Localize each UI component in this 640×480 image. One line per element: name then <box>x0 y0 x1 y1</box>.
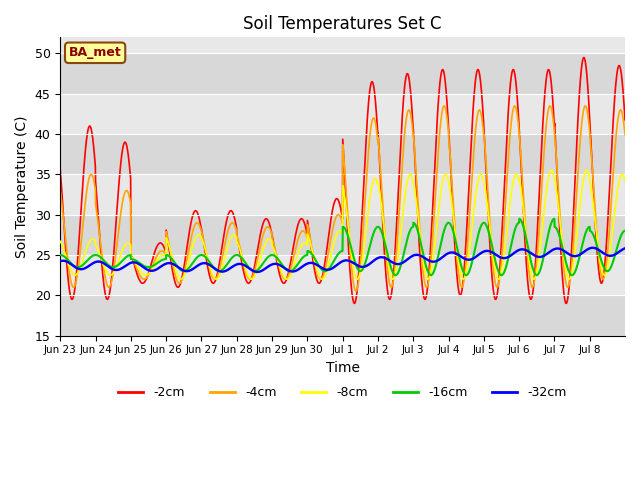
Bar <box>60 53 625 94</box>
Bar <box>60 295 625 336</box>
Bar <box>60 94 625 134</box>
Y-axis label: Soil Temperature (C): Soil Temperature (C) <box>15 115 29 258</box>
Bar <box>60 134 625 174</box>
Legend: -2cm, -4cm, -8cm, -16cm, -32cm: -2cm, -4cm, -8cm, -16cm, -32cm <box>113 381 572 404</box>
Title: Soil Temperatures Set C: Soil Temperatures Set C <box>243 15 442 33</box>
Bar <box>60 255 625 295</box>
Text: BA_met: BA_met <box>68 46 122 60</box>
X-axis label: Time: Time <box>326 361 360 375</box>
Bar <box>60 215 625 255</box>
Bar <box>60 174 625 215</box>
